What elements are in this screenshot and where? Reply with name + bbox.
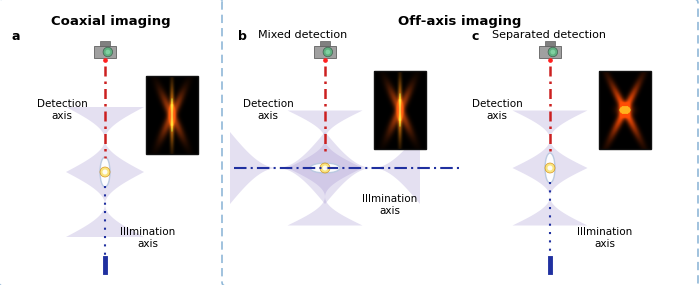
Ellipse shape [310, 163, 340, 173]
Text: b: b [238, 30, 247, 43]
Text: Illmination
axis: Illmination axis [578, 227, 633, 249]
Bar [374, 71, 426, 149]
Text: Mixed detection: Mixed detection [258, 30, 347, 40]
Circle shape [323, 166, 328, 170]
Ellipse shape [100, 157, 110, 187]
Text: Separated detection: Separated detection [492, 30, 606, 40]
Text: a: a [12, 30, 20, 43]
Circle shape [102, 170, 108, 174]
Bar [100, 41, 110, 46]
Text: Detection
axis: Detection axis [36, 99, 88, 121]
Text: c: c [472, 30, 480, 43]
Bar [599, 71, 651, 149]
Polygon shape [66, 107, 144, 237]
Text: Illmination
axis: Illmination axis [120, 227, 176, 249]
Text: Detection
axis: Detection axis [472, 99, 522, 121]
Circle shape [547, 166, 552, 170]
Bar [538, 46, 561, 58]
Circle shape [326, 50, 330, 54]
Bar [321, 41, 330, 46]
FancyBboxPatch shape [0, 0, 223, 285]
Polygon shape [512, 111, 587, 225]
Bar [545, 41, 554, 46]
Bar [314, 46, 337, 58]
Polygon shape [230, 132, 420, 204]
Circle shape [545, 163, 555, 173]
Bar [146, 76, 198, 154]
Bar [94, 46, 116, 58]
Circle shape [550, 50, 555, 54]
Circle shape [103, 47, 113, 57]
Text: Off-axis imaging: Off-axis imaging [398, 15, 522, 28]
Polygon shape [288, 111, 363, 225]
Text: Illmination
axis: Illmination axis [363, 194, 418, 216]
Ellipse shape [545, 153, 555, 183]
Circle shape [106, 50, 110, 54]
Circle shape [100, 167, 110, 177]
Circle shape [323, 47, 332, 57]
Circle shape [548, 47, 558, 57]
Text: Detection
axis: Detection axis [243, 99, 293, 121]
FancyBboxPatch shape [222, 0, 698, 285]
Circle shape [320, 163, 330, 173]
Text: Coaxial imaging: Coaxial imaging [51, 15, 171, 28]
